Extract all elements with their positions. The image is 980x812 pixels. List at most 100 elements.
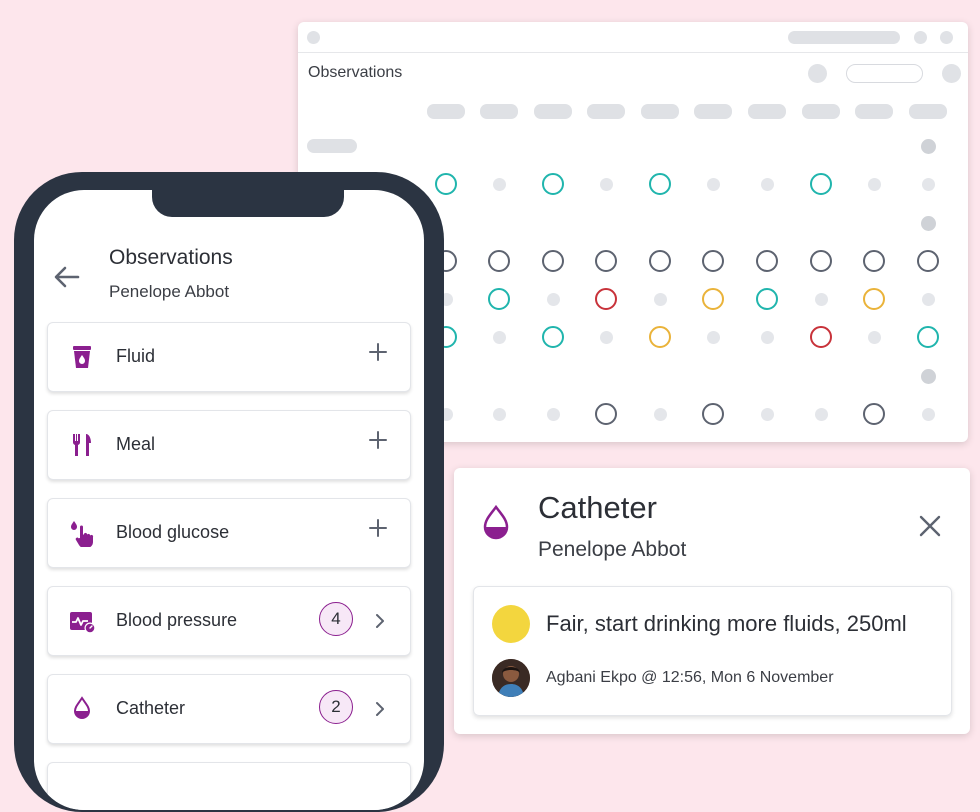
window-title: Observations <box>308 64 403 81</box>
grid-empty-dot <box>814 292 828 306</box>
chevron-right-icon[interactable] <box>374 611 386 631</box>
column-header-placeholder <box>587 104 625 119</box>
row-label-placeholder <box>307 139 357 153</box>
phone-screen: Observations Penelope Abbot Fluid Meal <box>34 190 424 810</box>
toolbar-button[interactable] <box>942 64 961 83</box>
chevron-right-icon[interactable] <box>374 699 386 719</box>
patient-name: Penelope Abbot <box>538 538 687 561</box>
grid-empty-dot <box>921 292 935 306</box>
observation-item-label: Catheter <box>116 698 186 718</box>
observation-marker-grey[interactable] <box>649 250 671 272</box>
observation-marker-grey[interactable] <box>917 250 939 272</box>
grid-empty-dot <box>492 177 506 191</box>
avatar-image <box>492 659 530 697</box>
observation-marker-teal[interactable] <box>488 288 510 310</box>
drop-icon <box>483 504 509 540</box>
grid-empty-dot <box>653 407 667 421</box>
fluid-cup-icon <box>73 346 91 368</box>
grid-empty-dot <box>814 407 828 421</box>
drop-icon <box>73 696 91 719</box>
titlebar-placeholder <box>788 31 900 44</box>
observation-item-label: Blood glucose <box>116 522 230 542</box>
grid-empty-dot <box>653 292 667 306</box>
observation-entry[interactable]: Fair, start drinking more fluids, 250ml … <box>473 586 952 716</box>
observation-item-label: Blood pressure <box>116 610 238 630</box>
finger-drop-icon <box>71 521 94 547</box>
status-indicator <box>492 605 530 643</box>
column-header-placeholder <box>427 104 465 119</box>
entry-author-timestamp: Agbani Ekpo @ 12:56, Mon 6 November <box>546 669 834 686</box>
window-control[interactable] <box>940 31 953 44</box>
observation-marker-grey[interactable] <box>542 250 564 272</box>
grid-empty-dot <box>760 177 774 191</box>
column-header-placeholder <box>748 104 786 119</box>
grid-empty-dot <box>760 407 774 421</box>
cutlery-icon <box>72 434 91 456</box>
plus-icon[interactable] <box>368 342 388 362</box>
close-icon[interactable] <box>918 514 942 538</box>
count-badge: 4 <box>319 602 353 636</box>
grid-empty-dot <box>920 138 936 154</box>
observation-marker-teal[interactable] <box>756 288 778 310</box>
observation-marker-teal[interactable] <box>649 173 671 195</box>
column-header-placeholder <box>480 104 518 119</box>
observation-marker-grey[interactable] <box>595 403 617 425</box>
observation-marker-red[interactable] <box>810 326 832 348</box>
observation-marker-teal[interactable] <box>542 173 564 195</box>
observation-marker-grey[interactable] <box>863 250 885 272</box>
column-header-placeholder <box>802 104 840 119</box>
toolbar-button[interactable] <box>808 64 827 83</box>
observation-marker-grey[interactable] <box>702 403 724 425</box>
observation-marker-amber[interactable] <box>702 288 724 310</box>
observation-marker-teal[interactable] <box>435 173 457 195</box>
grid-empty-dot <box>599 330 613 344</box>
observation-marker-amber[interactable] <box>649 326 671 348</box>
avatar <box>492 659 530 697</box>
observation-item-meal[interactable]: Meal <box>47 410 411 480</box>
observation-item-blood-glucose[interactable]: Blood glucose <box>47 498 411 568</box>
observation-item-label: Fluid <box>116 346 156 366</box>
plus-icon[interactable] <box>368 518 388 538</box>
observation-marker-teal[interactable] <box>810 173 832 195</box>
grid-empty-dot <box>920 215 936 231</box>
observation-marker-grey[interactable] <box>595 250 617 272</box>
grid-empty-dot <box>546 292 560 306</box>
toolbar-search-input[interactable] <box>846 64 923 83</box>
observation-marker-grey[interactable] <box>810 250 832 272</box>
column-header-placeholder <box>855 104 893 119</box>
page-title: Observations <box>109 246 233 269</box>
grid-empty-dot <box>706 177 720 191</box>
column-header-placeholder <box>909 104 947 119</box>
observation-marker-grey[interactable] <box>756 250 778 272</box>
grid-empty-dot <box>867 330 881 344</box>
observation-item-blood-pressure[interactable]: Blood pressure 4 <box>47 586 411 656</box>
grid-empty-dot <box>492 407 506 421</box>
observation-marker-amber[interactable] <box>863 288 885 310</box>
observation-marker-red[interactable] <box>595 288 617 310</box>
blood-pressure-icon <box>70 612 96 634</box>
observation-marker-grey[interactable] <box>488 250 510 272</box>
observation-marker-teal[interactable] <box>917 326 939 348</box>
observation-item-catheter[interactable]: Catheter 2 <box>47 674 411 744</box>
back-arrow-icon[interactable] <box>52 262 82 292</box>
observation-marker-teal[interactable] <box>542 326 564 348</box>
count-badge: 2 <box>319 690 353 724</box>
grid-empty-dot <box>920 368 936 384</box>
entry-text: Fair, start drinking more fluids, 250ml <box>546 611 907 636</box>
observation-marker-grey[interactable] <box>863 403 885 425</box>
window-control[interactable] <box>307 31 320 44</box>
detail-title: Catheter <box>538 490 657 525</box>
grid-empty-dot <box>867 177 881 191</box>
grid-empty-dot <box>921 407 935 421</box>
observation-item-label: Meal <box>116 434 156 454</box>
plus-icon[interactable] <box>368 430 388 450</box>
column-header-placeholder <box>694 104 732 119</box>
grid-empty-dot <box>492 330 506 344</box>
window-control[interactable] <box>914 31 927 44</box>
observation-detail-panel: Catheter Penelope Abbot Fair, start drin… <box>454 468 970 734</box>
phone-frame: Observations Penelope Abbot Fluid Meal <box>14 172 444 812</box>
observation-marker-grey[interactable] <box>702 250 724 272</box>
observation-item-partial[interactable] <box>47 762 411 810</box>
grid-empty-dot <box>921 177 935 191</box>
observation-item-fluid[interactable]: Fluid <box>47 322 411 392</box>
